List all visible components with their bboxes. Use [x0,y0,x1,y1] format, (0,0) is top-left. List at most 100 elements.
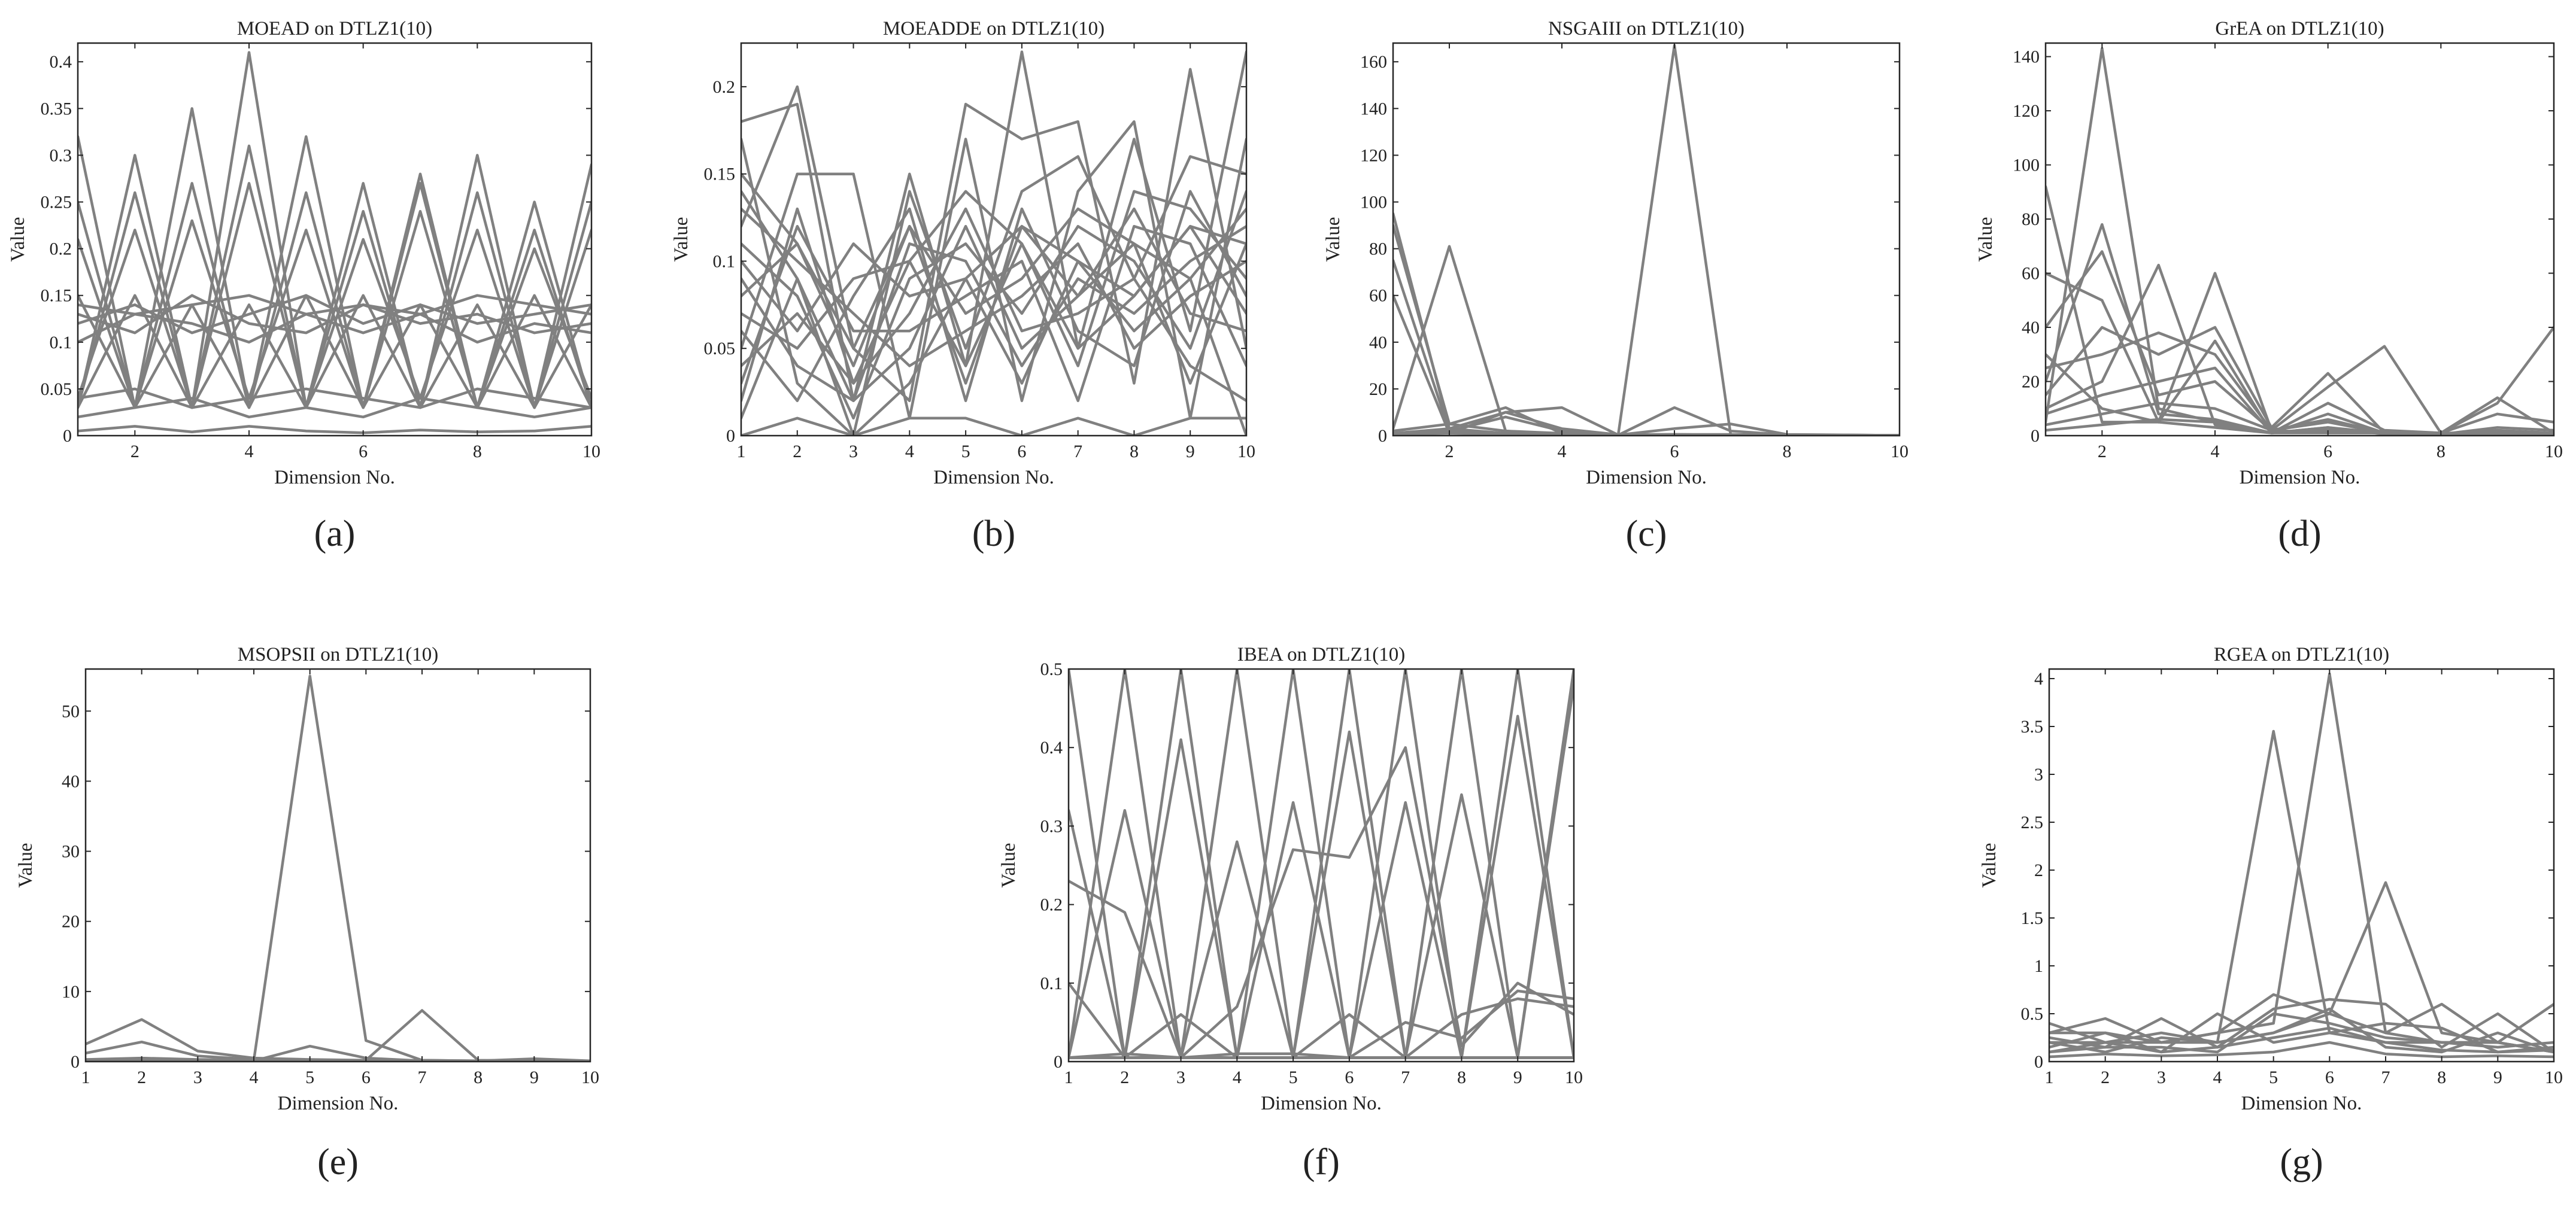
x-tick-label: 8 [1130,442,1139,461]
x-tick-label: 4 [245,442,254,461]
y-tick-label: 0.3 [50,145,72,165]
series-line-4 [1393,294,1900,436]
series-line-3 [86,674,590,1062]
x-tick-label: 1 [81,1068,90,1087]
x-tick-label: 10 [582,442,600,461]
x-tick-label: 9 [530,1068,539,1087]
panel-a: 2 4 6 8 10 0 0.05 0.1 0.15 0.2 0.25 0.3 0.35 0.4 MOEAD… [7,18,600,554]
series-line-8 [2049,1007,2554,1054]
x-tick-label: 6 [362,1068,371,1087]
y-tick-label: 0.05 [704,339,736,358]
x-tick-label: 10 [1237,442,1255,461]
x-tick-label: 8 [1783,442,1792,461]
y-tick-label: 3 [2034,765,2043,785]
x-axis-label: Dimension No. [278,1093,399,1114]
x-tick-label: 6 [359,442,368,461]
x-tick-label: 4 [2213,1068,2222,1087]
x-tick-label: 3 [193,1068,202,1087]
x-tick-label: 10 [2545,442,2563,461]
series-line-14 [78,397,591,419]
chart-title: RGEA on DTLZ1(10) [2214,644,2389,665]
y-tick-label: 140 [2013,47,2040,67]
series-line-11 [2046,402,2554,436]
x-tick-label: 5 [2269,1068,2278,1087]
x-tick-label: 6 [1670,442,1679,461]
chart-title: NSGAIII on DTLZ1(10) [1548,18,1744,39]
series-line-10 [2049,1026,2554,1054]
series-line-15 [78,425,591,434]
series-line-2 [2049,672,2554,1054]
x-axis-label: Dimension No. [1261,1093,1382,1114]
y-tick-label: 0.1 [1040,974,1063,993]
series-line-1 [2046,47,2554,436]
series-line-2 [1393,224,1900,436]
x-tick-label: 2 [2098,442,2107,461]
y-tick-label: 0.15 [704,165,736,184]
x-tick-label: 8 [1457,1068,1466,1087]
x-tick-label: 7 [1401,1068,1410,1087]
y-tick-label: 0 [71,1052,80,1072]
y-tick-label: 0.05 [41,379,72,399]
series-line-12 [78,294,591,409]
x-tick-label: 1 [1064,1068,1073,1087]
y-tick-label: 2.5 [2021,813,2044,832]
x-tick-label: 7 [2381,1068,2390,1087]
y-tick-label: 50 [62,701,80,721]
x-axis-label: Dimension No. [933,467,1054,488]
y-tick-label: 60 [1369,286,1387,306]
x-tick-label: 4 [905,442,914,461]
y-tick-label: 2 [2034,861,2043,880]
y-tick-label: 0.35 [41,99,72,118]
y-tick-label: 80 [1369,239,1387,259]
x-tick-label: 4 [1558,442,1567,461]
x-tick-label: 9 [2493,1068,2502,1087]
x-tick-label: 6 [1345,1068,1354,1087]
y-tick-label: 0.15 [41,286,72,306]
y-tick-label: 0 [1378,426,1387,446]
x-tick-label: 3 [849,442,858,461]
y-tick-label: 0 [2034,1052,2043,1072]
x-tick-label: 8 [2437,442,2445,461]
panel-e: 1 2 3 4 5 6 7 8 9 10 0 10 20 30 40 50 MSOPSII on DTLZ1(1… [15,644,599,1182]
y-tick-label: 0.2 [713,77,736,97]
series-line-11 [741,224,1246,402]
x-tick-label: 2 [793,442,802,461]
series-line-3 [1393,259,1900,436]
y-tick-label: 0.4 [1040,738,1063,758]
y-tick-label: 100 [2013,156,2040,175]
axes-frame [1067,668,1575,1063]
x-tick-label: 6 [1017,442,1026,461]
series-line-8 [2046,326,2554,434]
y-tick-label: 0.1 [50,333,72,352]
y-tick-label: 0.2 [1040,895,1063,915]
x-tick-label: 2 [1445,442,1454,461]
x-tick-label: 4 [1233,1068,1242,1087]
x-axis-label: Dimension No. [2241,1093,2362,1114]
y-tick-label: 30 [62,842,80,862]
series-line-16 [741,260,1246,436]
y-axis-label: Value [1322,217,1344,262]
y-tick-label: 0 [2031,426,2040,446]
y-tick-label: 0.1 [713,251,736,271]
series-line-9 [2046,326,2554,434]
y-tick-label: 20 [2022,372,2040,392]
x-tick-label: 6 [2325,1068,2334,1087]
series-line-1 [78,107,591,409]
series-line-10 [78,312,591,344]
series-group [2046,47,2554,436]
x-tick-label: 8 [474,1068,483,1087]
x-tick-label: 5 [305,1068,314,1087]
series-line-5 [1393,245,1900,436]
x-tick-label: 10 [2545,1068,2563,1087]
x-tick-label: 1 [2045,1068,2054,1087]
y-tick-label: 80 [2022,209,2040,229]
x-tick-label: 6 [2323,442,2332,461]
axes-frame [84,668,591,1063]
axes-frame [2048,668,2555,1063]
y-tick-label: 0.3 [1040,816,1063,836]
series-line-1 [86,1018,590,1062]
x-tick-label: 7 [418,1068,427,1087]
y-tick-label: 0.2 [50,239,72,259]
y-tick-label: 10 [62,982,80,1002]
series-line-3 [2046,223,2554,436]
